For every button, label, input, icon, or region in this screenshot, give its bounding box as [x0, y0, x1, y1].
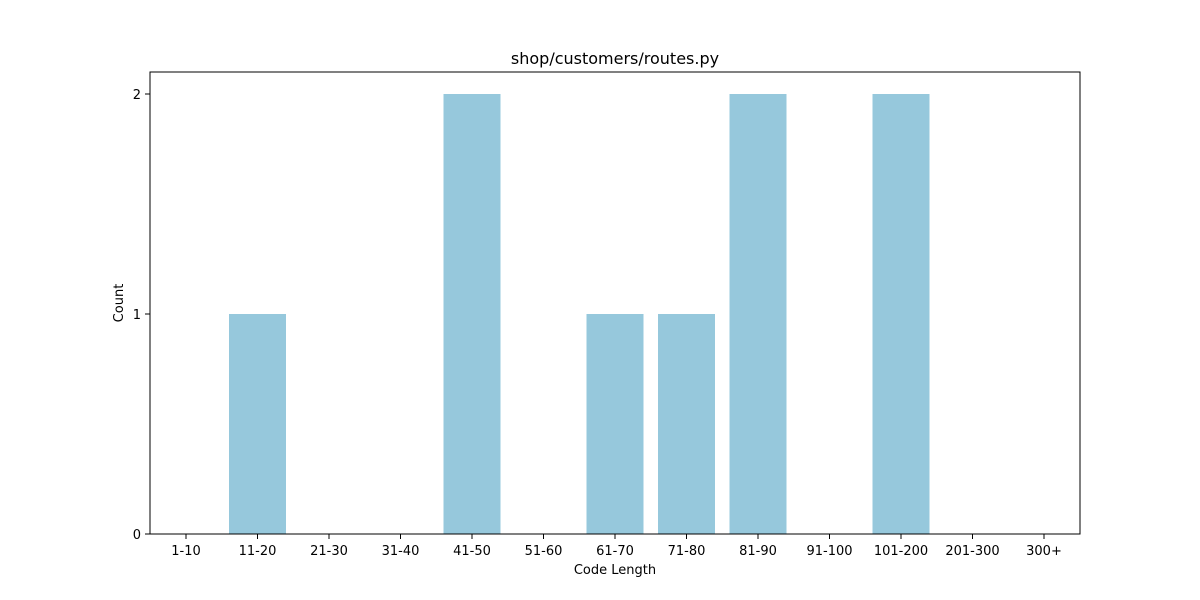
y-tick-label: 0 — [133, 528, 141, 543]
x-tick-label: 11-20 — [239, 544, 277, 559]
x-tick-label: 21-30 — [310, 544, 348, 559]
plot-frame — [149, 71, 1081, 535]
bar-61-70 — [586, 314, 644, 534]
x-tick-label: 1-10 — [171, 544, 201, 559]
x-tick-label: 91-100 — [806, 544, 852, 559]
bar-71-80 — [658, 314, 715, 534]
bar-41-50 — [443, 94, 501, 534]
bar-11-20 — [229, 314, 286, 534]
x-tick-label: 201-300 — [945, 544, 999, 559]
x-tick-label: 81-90 — [739, 544, 777, 559]
axes-layer: 1-10 11-20 21-30 31-40 41-50 51-60 61-70 71-80 8… — [133, 88, 1062, 559]
y-tick-label: 2 — [133, 88, 141, 103]
x-tick-label: 61-70 — [596, 544, 634, 559]
x-tick-label: 300+ — [1026, 544, 1062, 559]
chart-title: shop/customers/routes.py — [511, 49, 719, 68]
x-tick-label: 101-200 — [874, 544, 928, 559]
x-tick-label: 41-50 — [453, 544, 491, 559]
bars-layer — [229, 94, 930, 534]
x-tick-label: 71-80 — [668, 544, 706, 559]
bar-81-90 — [729, 94, 787, 534]
y-axis-label: Count — [112, 284, 127, 323]
y-tick-label: 1 — [133, 308, 141, 323]
x-tick-label: 31-40 — [382, 544, 420, 559]
x-axis-label: Code Length — [574, 563, 656, 578]
bar-101-200 — [872, 94, 930, 534]
x-tick-label: 51-60 — [525, 544, 563, 559]
